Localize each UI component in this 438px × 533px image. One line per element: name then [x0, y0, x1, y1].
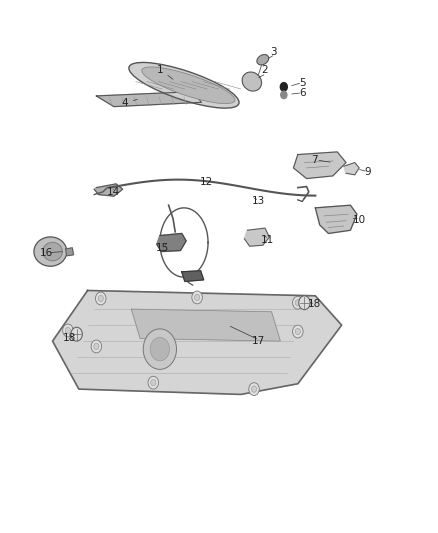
Circle shape	[95, 292, 106, 305]
Ellipse shape	[242, 72, 261, 91]
Circle shape	[192, 291, 202, 304]
Text: 7: 7	[311, 155, 318, 165]
Text: 2: 2	[261, 66, 268, 75]
Polygon shape	[244, 228, 269, 246]
Polygon shape	[315, 205, 357, 233]
Circle shape	[280, 83, 287, 91]
Text: 18: 18	[63, 333, 76, 343]
Circle shape	[293, 296, 303, 309]
Ellipse shape	[129, 62, 239, 108]
Circle shape	[143, 329, 177, 369]
Text: 13: 13	[252, 197, 265, 206]
Circle shape	[63, 324, 73, 337]
Polygon shape	[131, 309, 280, 341]
Text: 4: 4	[121, 99, 128, 108]
Circle shape	[94, 343, 99, 350]
Circle shape	[98, 295, 103, 302]
Circle shape	[91, 340, 102, 353]
Text: 18: 18	[308, 299, 321, 309]
Circle shape	[148, 376, 159, 389]
Text: 9: 9	[364, 167, 371, 176]
Polygon shape	[94, 184, 123, 196]
Text: 10: 10	[353, 215, 366, 224]
Text: 6: 6	[299, 88, 306, 98]
Polygon shape	[96, 92, 201, 107]
Text: 3: 3	[270, 47, 277, 57]
Circle shape	[151, 379, 156, 386]
Polygon shape	[53, 290, 342, 394]
Circle shape	[71, 327, 82, 341]
Circle shape	[295, 328, 300, 335]
Polygon shape	[157, 233, 186, 252]
Polygon shape	[182, 271, 204, 281]
Text: 11: 11	[261, 235, 274, 245]
Text: 17: 17	[252, 336, 265, 346]
Polygon shape	[66, 248, 74, 256]
Ellipse shape	[34, 237, 67, 266]
Text: 16: 16	[39, 248, 53, 258]
Circle shape	[65, 327, 71, 334]
Circle shape	[293, 325, 303, 338]
Text: 15: 15	[155, 244, 169, 253]
Circle shape	[299, 296, 310, 310]
Ellipse shape	[42, 242, 63, 261]
Circle shape	[249, 383, 259, 395]
Text: 14: 14	[106, 187, 120, 197]
Circle shape	[194, 294, 200, 301]
Polygon shape	[293, 152, 346, 179]
Circle shape	[251, 386, 257, 392]
Polygon shape	[344, 163, 359, 175]
Circle shape	[281, 91, 287, 99]
Ellipse shape	[257, 54, 269, 65]
Text: 5: 5	[299, 78, 306, 87]
Text: 1: 1	[156, 66, 163, 75]
Circle shape	[150, 337, 170, 361]
Text: 12: 12	[200, 177, 213, 187]
Circle shape	[295, 300, 300, 306]
Ellipse shape	[142, 67, 235, 103]
